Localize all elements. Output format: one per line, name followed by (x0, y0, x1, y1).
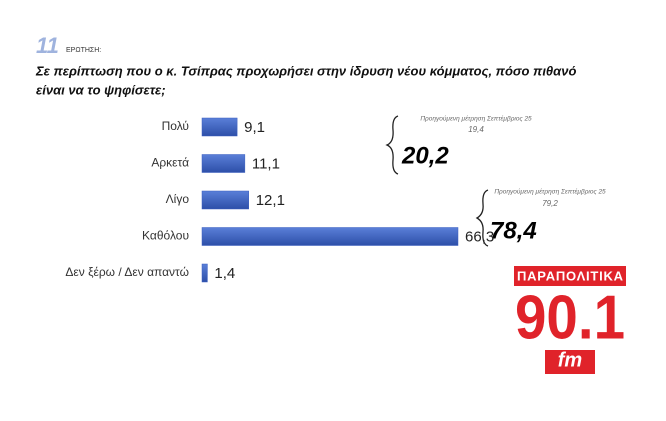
brace (385, 115, 399, 175)
annotation-note: Προηγούμενη μέτρηση Σεπτέμβριος 25 (494, 188, 606, 196)
bar (201, 263, 208, 283)
bar (201, 227, 459, 246)
question-label: ΕΡΩΤΗΣΗ: (66, 47, 101, 54)
value-label: 1,4 (214, 265, 235, 282)
logo: ΠΑΡΑΠΟΛΙΤΙΚΑ 90.1 fm (514, 266, 626, 374)
value-label: 66,3 (465, 228, 494, 245)
logo-top: ΠΑΡΑΠΟΛΙΤΙΚΑ (517, 268, 624, 283)
logo-sub: fm (558, 349, 582, 371)
category-label: Πολύ (162, 119, 189, 133)
logo-main: 90.1 (515, 283, 625, 352)
category-label: Δεν ξέρω / Δεν απαντώ (65, 265, 189, 279)
brace (475, 189, 489, 247)
logo-sub-box (545, 350, 595, 374)
bar (201, 154, 246, 173)
logo-band (514, 266, 626, 286)
annotation-total: 20,2 (401, 142, 449, 169)
title: είναι να το ψηφίσετε; (36, 82, 166, 97)
category-label: Αρκετά (151, 156, 189, 170)
annotation-previous: 19,4 (468, 125, 484, 134)
category-label: Καθόλου (142, 229, 189, 243)
value-label: 12,1 (256, 192, 285, 209)
title: Σε περίπτωση που ο κ. Τσίπρας προχωρήσει… (35, 63, 576, 78)
category-label: Λίγο (166, 192, 190, 206)
annotation-previous: 79,2 (542, 199, 558, 208)
annotation-note: Προηγούμενη μέτρηση Σεπτέμβριος 25 (420, 115, 532, 123)
bar (201, 117, 238, 137)
annotation-total: 78,4 (490, 217, 537, 244)
value-label: 11,1 (252, 155, 280, 172)
bar (201, 190, 249, 210)
value-label: 9,1 (244, 119, 265, 136)
question-number: 11 (36, 33, 59, 58)
